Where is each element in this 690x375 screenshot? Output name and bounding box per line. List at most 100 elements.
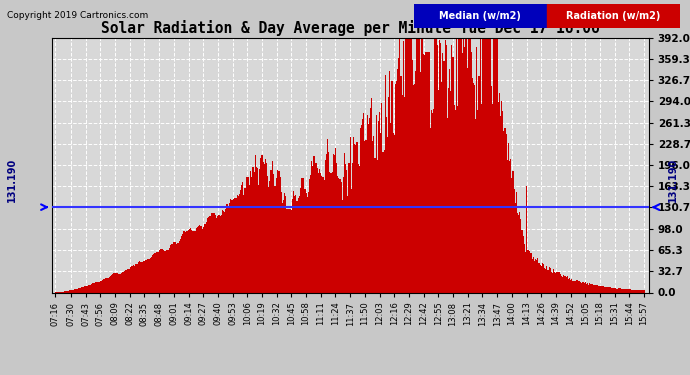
Bar: [448, 88, 449, 292]
Bar: [333, 154, 334, 292]
Bar: [248, 177, 249, 292]
Bar: [603, 286, 604, 292]
Bar: [259, 169, 260, 292]
Bar: [251, 177, 253, 292]
Bar: [494, 38, 495, 292]
Bar: [166, 250, 168, 292]
Bar: [175, 243, 177, 292]
Bar: [364, 141, 366, 292]
Bar: [517, 213, 518, 292]
Bar: [331, 172, 333, 292]
Bar: [577, 280, 578, 292]
Bar: [274, 186, 275, 292]
Bar: [157, 252, 159, 292]
Bar: [128, 268, 129, 292]
Bar: [294, 196, 295, 292]
Bar: [396, 81, 397, 292]
Bar: [283, 200, 284, 292]
Bar: [104, 279, 106, 292]
Bar: [117, 273, 118, 292]
Bar: [562, 277, 563, 292]
Bar: [582, 282, 584, 292]
Bar: [642, 290, 644, 292]
Bar: [110, 276, 111, 292]
Bar: [623, 289, 624, 292]
Bar: [453, 105, 455, 292]
Bar: [189, 229, 190, 292]
Bar: [131, 266, 132, 292]
Bar: [600, 286, 602, 292]
Bar: [534, 261, 535, 292]
Bar: [619, 288, 620, 292]
Bar: [276, 178, 277, 292]
Bar: [228, 204, 230, 292]
Bar: [72, 290, 74, 292]
Bar: [334, 155, 335, 292]
Bar: [504, 128, 506, 292]
Bar: [302, 178, 304, 292]
Bar: [155, 253, 157, 292]
Bar: [338, 178, 339, 292]
Bar: [520, 219, 522, 292]
Bar: [584, 282, 586, 292]
Bar: [350, 137, 351, 292]
Bar: [282, 203, 283, 292]
Bar: [268, 187, 269, 292]
Bar: [622, 289, 623, 292]
Bar: [146, 260, 147, 292]
Bar: [433, 109, 435, 292]
Bar: [556, 272, 558, 292]
Bar: [122, 272, 124, 292]
Bar: [379, 112, 380, 292]
Bar: [170, 245, 171, 292]
Bar: [564, 276, 566, 292]
Bar: [602, 286, 603, 292]
Bar: [637, 290, 638, 292]
Bar: [472, 78, 473, 292]
Bar: [328, 152, 329, 292]
Bar: [490, 38, 491, 292]
Bar: [638, 290, 639, 292]
Bar: [285, 196, 286, 292]
Bar: [403, 41, 404, 292]
Bar: [111, 275, 112, 292]
Bar: [553, 269, 554, 292]
Bar: [632, 290, 633, 292]
Bar: [569, 278, 570, 292]
Bar: [362, 119, 363, 292]
Bar: [143, 261, 144, 292]
Bar: [558, 272, 559, 292]
Bar: [324, 180, 325, 292]
Bar: [100, 281, 101, 292]
Bar: [609, 287, 611, 292]
Bar: [347, 196, 348, 292]
Bar: [197, 227, 198, 292]
Bar: [281, 192, 282, 292]
Bar: [326, 154, 327, 292]
Bar: [357, 164, 359, 292]
Bar: [639, 290, 640, 292]
Bar: [260, 158, 262, 292]
Bar: [257, 168, 258, 292]
Bar: [469, 38, 471, 292]
Bar: [290, 210, 292, 292]
Bar: [84, 286, 85, 292]
Bar: [529, 252, 531, 292]
Bar: [570, 280, 571, 292]
Bar: [319, 169, 320, 292]
Bar: [235, 198, 237, 292]
Bar: [492, 104, 493, 292]
Bar: [545, 269, 546, 292]
Bar: [339, 179, 341, 292]
Bar: [424, 55, 425, 292]
Bar: [262, 156, 263, 292]
Bar: [465, 39, 466, 292]
Bar: [269, 181, 270, 292]
Bar: [542, 263, 543, 292]
Bar: [300, 188, 301, 292]
Bar: [66, 291, 67, 292]
Bar: [278, 171, 279, 292]
Bar: [187, 231, 188, 292]
Bar: [386, 117, 387, 292]
Bar: [101, 280, 102, 292]
